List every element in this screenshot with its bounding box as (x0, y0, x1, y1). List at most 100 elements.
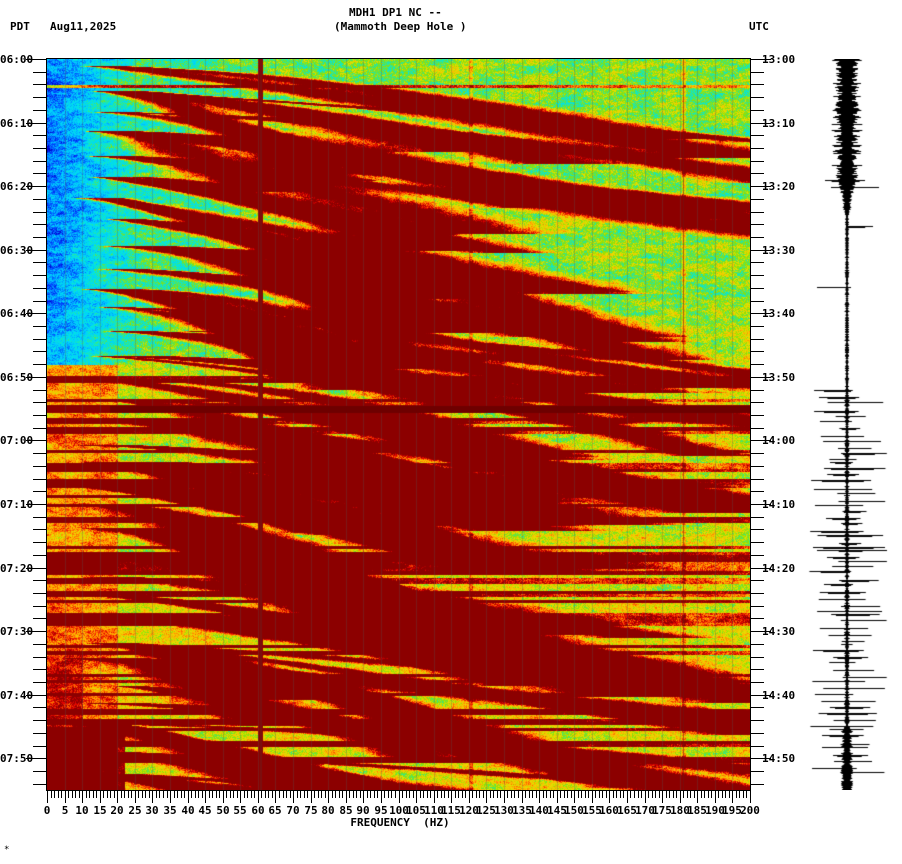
freq-tick-minor (659, 791, 660, 798)
freq-tick-major (469, 791, 470, 803)
freq-label: 80 (321, 804, 335, 817)
freq-tick-minor (444, 791, 445, 798)
spectrogram-plot[interactable] (47, 59, 750, 790)
time-tick-minor-right (751, 555, 764, 556)
freq-tick-minor (304, 791, 305, 798)
freq-label: 65 (268, 804, 282, 817)
freq-tick-minor (641, 791, 642, 798)
freq-tick-minor (230, 791, 231, 798)
freq-tick-minor (131, 791, 132, 798)
freq-tick-minor (409, 791, 410, 798)
freq-tick-major (47, 791, 48, 803)
freq-tick-minor (652, 791, 653, 798)
freq-label: 100 (389, 804, 409, 817)
freq-tick-minor (560, 791, 561, 798)
time-label-left: 07:40 (0, 689, 34, 702)
time-tick-minor-right (751, 491, 764, 492)
time-tick-minor-left (33, 110, 46, 111)
time-tick-minor-right (751, 224, 764, 225)
freq-tick-minor (648, 791, 649, 798)
freq-tick-major (399, 791, 400, 803)
freq-tick-minor (244, 791, 245, 798)
freq-tick-minor (406, 791, 407, 798)
freq-tick-minor (423, 791, 424, 798)
freq-tick-major (170, 791, 171, 803)
freq-tick-major (258, 791, 259, 803)
freq-label: 50 (216, 804, 230, 817)
freq-tick-minor (465, 791, 466, 798)
time-tick-minor-right (751, 606, 764, 607)
freq-tick-minor (529, 791, 530, 798)
freq-tick-minor (746, 791, 747, 798)
freq-tick-minor (202, 791, 203, 798)
time-tick-minor-left (33, 784, 46, 785)
freq-tick-major (645, 791, 646, 803)
time-tick-minor-right (751, 517, 764, 518)
freq-tick-major (275, 791, 276, 803)
freq-tick-minor (634, 791, 635, 798)
freq-tick-minor (493, 791, 494, 798)
time-tick-minor-left (33, 326, 46, 327)
freq-tick-minor (184, 791, 185, 798)
freq-tick-major (223, 791, 224, 803)
freq-tick-minor (613, 791, 614, 798)
freq-tick-minor (616, 791, 617, 798)
freq-label: 70 (286, 804, 300, 817)
time-tick-minor-left (33, 644, 46, 645)
freq-tick-minor (739, 791, 740, 798)
freq-tick-minor (437, 791, 438, 798)
freq-tick-major (715, 791, 716, 803)
freq-label: 25 (128, 804, 142, 817)
freq-tick-minor (543, 791, 544, 798)
freq-tick-minor (687, 791, 688, 798)
freq-tick-minor (212, 791, 213, 798)
time-tick-major-right (751, 504, 771, 505)
freq-tick-minor (283, 791, 284, 798)
freq-tick-minor (638, 791, 639, 798)
time-tick-minor-right (751, 771, 764, 772)
station-title-line1: MDH1 DP1 NC -- (349, 6, 442, 19)
freq-tick-major (416, 791, 417, 803)
time-tick-minor-left (33, 618, 46, 619)
time-tick-minor-right (751, 720, 764, 721)
freq-tick-minor (743, 791, 744, 798)
freq-label: 190 (705, 804, 725, 817)
freq-tick-minor (676, 791, 677, 798)
time-tick-major-right (751, 250, 771, 251)
freq-tick-minor (54, 791, 55, 798)
freq-tick-minor (514, 791, 515, 798)
time-tick-minor-right (751, 402, 764, 403)
time-tick-minor-right (751, 262, 764, 263)
time-tick-minor-right (751, 135, 764, 136)
freq-tick-major (486, 791, 487, 803)
time-tick-minor-right (751, 97, 764, 98)
freq-tick-minor (89, 791, 90, 798)
freq-tick-minor (620, 791, 621, 798)
freq-tick-minor (374, 791, 375, 798)
freq-tick-minor (216, 791, 217, 798)
freq-tick-minor (602, 791, 603, 798)
time-tick-minor-right (751, 428, 764, 429)
freq-tick-minor (490, 791, 491, 798)
freq-tick-minor (711, 791, 712, 798)
freq-tick-minor (254, 791, 255, 798)
time-tick-minor-left (33, 161, 46, 162)
freq-tick-minor (124, 791, 125, 798)
freq-tick-minor (701, 791, 702, 798)
freq-tick-minor (462, 791, 463, 798)
time-tick-minor-left (33, 173, 46, 174)
freq-tick-minor (297, 791, 298, 798)
time-label-left: 07:30 (0, 625, 34, 638)
time-tick-minor-right (751, 453, 764, 454)
freq-tick-minor (177, 791, 178, 798)
freq-tick-minor (237, 791, 238, 798)
freq-tick-minor (690, 791, 691, 798)
freq-tick-minor (476, 791, 477, 798)
freq-tick-minor (497, 791, 498, 798)
time-tick-minor-right (751, 618, 764, 619)
time-tick-minor-left (33, 733, 46, 734)
time-tick-minor-left (33, 466, 46, 467)
freq-tick-major (662, 791, 663, 803)
time-tick-minor-left (33, 390, 46, 391)
time-tick-major-left (26, 568, 46, 569)
